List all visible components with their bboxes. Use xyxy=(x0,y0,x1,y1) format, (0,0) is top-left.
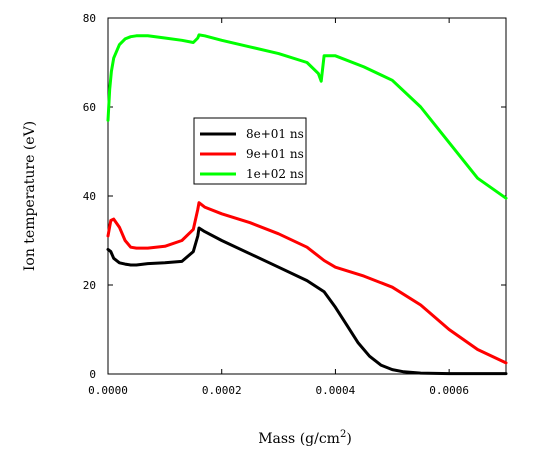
series-line xyxy=(106,33,508,200)
x-axis-label: Mass (g/cm2) xyxy=(258,429,352,447)
plot-frame xyxy=(107,17,507,375)
x-tick-label: 0.0002 xyxy=(202,384,242,397)
series-line xyxy=(106,201,508,365)
legend-label: 1e+02 ns xyxy=(246,167,304,181)
y-tick-label: 60 xyxy=(83,101,96,114)
y-tick-label: 0 xyxy=(89,368,96,381)
x-tick-label: 0.0000 xyxy=(88,384,128,397)
y-tick-label: 40 xyxy=(83,190,96,203)
legend-label: 8e+01 ns xyxy=(246,127,304,141)
y-tick-label: 20 xyxy=(83,279,96,292)
legend-label: 9e+01 ns xyxy=(246,147,304,161)
y-tick-label: 80 xyxy=(83,12,96,25)
y-axis-label: Ion temperature (eV) xyxy=(22,121,38,271)
legend: 8e+01 ns 9e+01 ns 1e+02 ns xyxy=(193,117,307,185)
x-tick-label: 0.0006 xyxy=(429,384,469,397)
x-tick-label: 0.0004 xyxy=(316,384,356,397)
series-line xyxy=(106,226,508,376)
